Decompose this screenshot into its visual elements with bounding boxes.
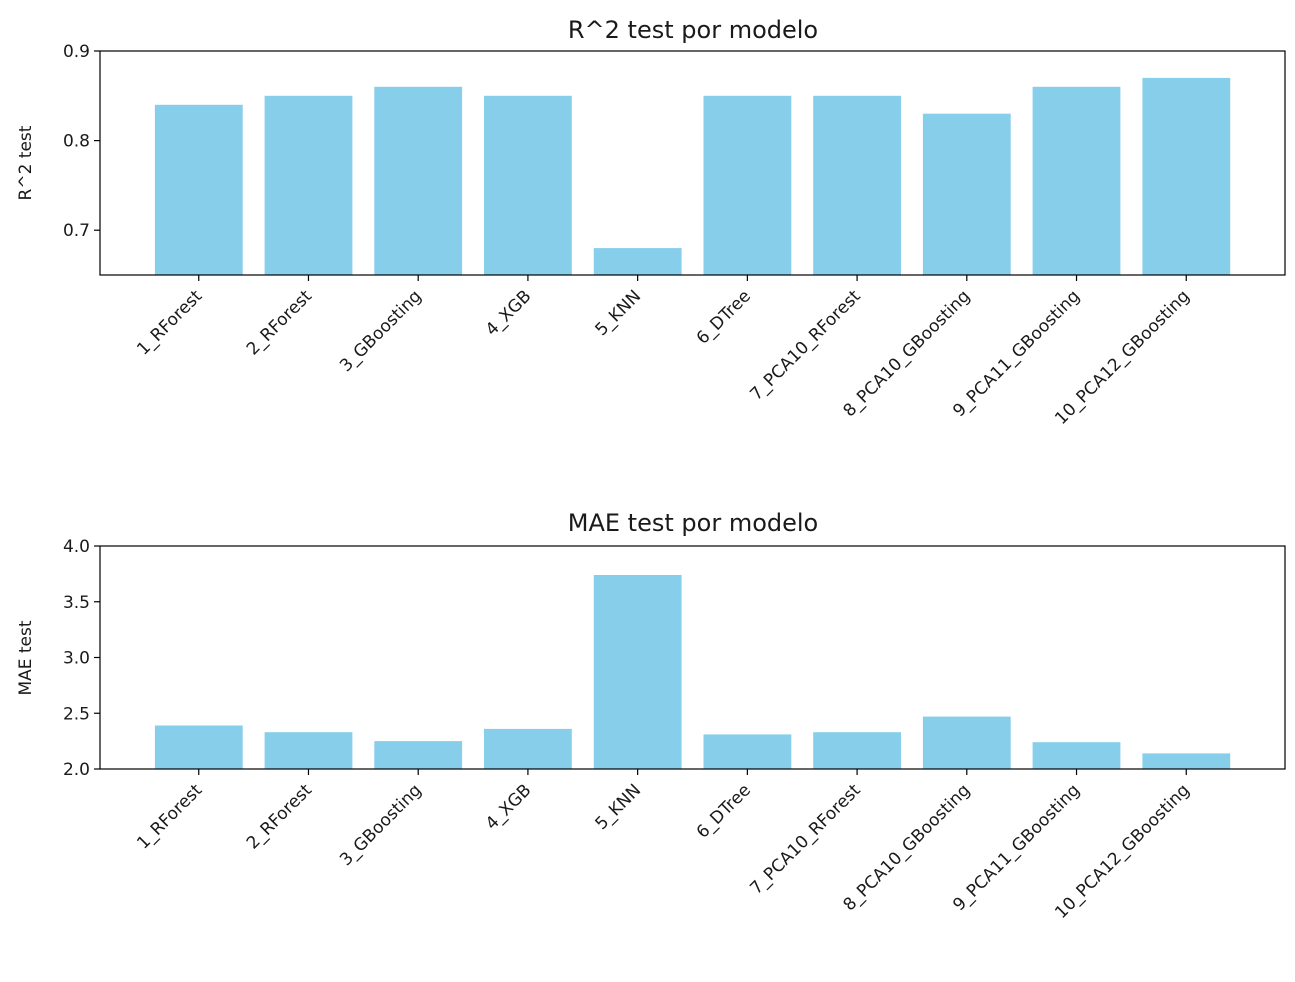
x-tick-label: 3_GBoosting xyxy=(336,286,426,376)
bar-3-gboosting xyxy=(374,741,463,769)
bar-1-rforest xyxy=(154,725,243,769)
y-axis-label: MAE test xyxy=(16,620,36,695)
x-tick-label: 2_RForest xyxy=(243,286,316,359)
bar-8-pca10-gboosting xyxy=(922,716,1011,769)
y-tick-label: 4.0 xyxy=(63,537,90,557)
bar-2-rforest xyxy=(264,95,353,275)
mae-chart: MAE test por modelo MAE test 2.0 2.5 3.0 3.… xyxy=(16,509,1286,923)
chart-title: MAE test por modelo xyxy=(568,509,818,537)
bar-4-xgb xyxy=(484,95,572,275)
x-tick-label: 4_XGB xyxy=(482,780,536,834)
r2-chart: R^2 test por modelo R^2 test 0.7 0.8 0.9 1_… xyxy=(16,16,1286,429)
y-tick-label: 3.0 xyxy=(63,649,90,669)
y-tick-label: 0.9 xyxy=(63,42,90,62)
bar-2-rforest xyxy=(264,732,353,769)
x-tick-label: 1_RForest xyxy=(133,780,206,853)
x-tick-label: 5_KNN xyxy=(592,780,646,834)
plot-frame xyxy=(99,50,1286,276)
y-tick-label: 2.0 xyxy=(63,760,90,780)
bar-4-xgb xyxy=(484,728,572,769)
x-tick-label: 6_DTree xyxy=(693,780,755,842)
bar-1-rforest xyxy=(154,104,243,275)
x-tick-label: 7_PCA10_RForest xyxy=(746,286,864,404)
x-tick-label: 6_DTree xyxy=(693,286,755,348)
bar-3-gboosting xyxy=(374,86,463,275)
x-tick-label: 2_RForest xyxy=(243,780,316,853)
y-axis-label: R^2 test xyxy=(16,125,36,200)
bar-6-dtree xyxy=(703,95,792,275)
bar-9-pca11-gboosting xyxy=(1032,742,1121,769)
chart-title: R^2 test por modelo xyxy=(568,16,818,44)
x-tick-label: 5_KNN xyxy=(592,286,646,340)
bar-10-pca12-gboosting xyxy=(1142,77,1231,276)
x-tick-label: 7_PCA10_RForest xyxy=(746,780,864,898)
bar-7-pca10-rforest xyxy=(813,732,901,769)
x-tick-label: 3_GBoosting xyxy=(336,780,426,870)
bar-10-pca12-gboosting xyxy=(1142,753,1231,769)
y-tick-label: 2.5 xyxy=(63,704,90,724)
bar-8-pca10-gboosting xyxy=(922,113,1011,275)
bar-5-knn xyxy=(593,248,682,275)
bar-9-pca11-gboosting xyxy=(1032,86,1121,275)
y-tick-label: 3.5 xyxy=(63,593,90,613)
y-tick-label: 0.8 xyxy=(63,132,90,152)
bar-5-knn xyxy=(593,575,682,769)
y-tick-label: 0.7 xyxy=(63,221,90,241)
x-tick-label: 4_XGB xyxy=(482,286,536,340)
x-tick-label: 1_RForest xyxy=(133,286,206,359)
bar-6-dtree xyxy=(703,734,792,769)
bar-7-pca10-rforest xyxy=(813,95,901,275)
